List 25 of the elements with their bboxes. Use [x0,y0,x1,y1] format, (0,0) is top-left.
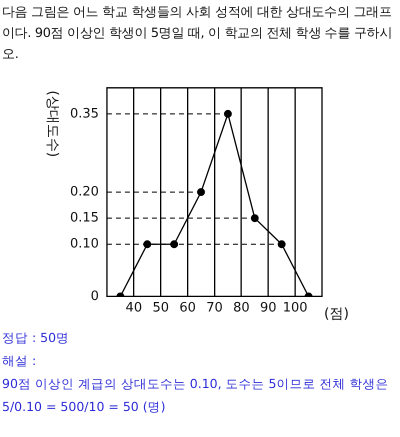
text: 5/0.10 = 500/10 = 50 (명) [2,398,166,416]
x-tick-label: 90 [260,300,277,316]
x-tick-label: 40 [126,300,142,316]
x-axis-title: (점) [324,306,349,322]
y-tick-label: 0.35 [70,106,99,122]
text: 정답 : 50명 [2,329,70,347]
text: 90점 이상인 계급의 상대도수는 0.10, 도수는 5이므로 전체 학생은 [2,375,390,393]
x-tick-label: 100 [282,300,308,316]
x-tick-label: 60 [179,300,196,316]
x-tick-label: 80 [233,300,250,316]
y-tick-label: 0.15 [70,210,99,226]
text: 해설 : [2,352,38,370]
point [224,110,232,118]
y-axis-title: (상대도수) [44,90,60,158]
point [250,214,259,222]
y-tick-label: 0 [90,288,99,304]
point [143,240,152,248]
chart-title: 다음 그림은 어느 학교 학생들의 사회 성적에 대한 상대도수의 그래프이다. 90점 이상인 학생이 5명일 때, 이 학교의 전체 학생 수를 구하시오. [2,4,394,64]
x-tick-label: 70 [206,300,223,316]
point [197,188,205,196]
point [278,240,286,248]
point [170,240,178,248]
x-tick-label: 50 [152,300,169,316]
y-tick-label: 0.10 [70,236,99,252]
y-tick-label: 0.20 [70,184,99,200]
